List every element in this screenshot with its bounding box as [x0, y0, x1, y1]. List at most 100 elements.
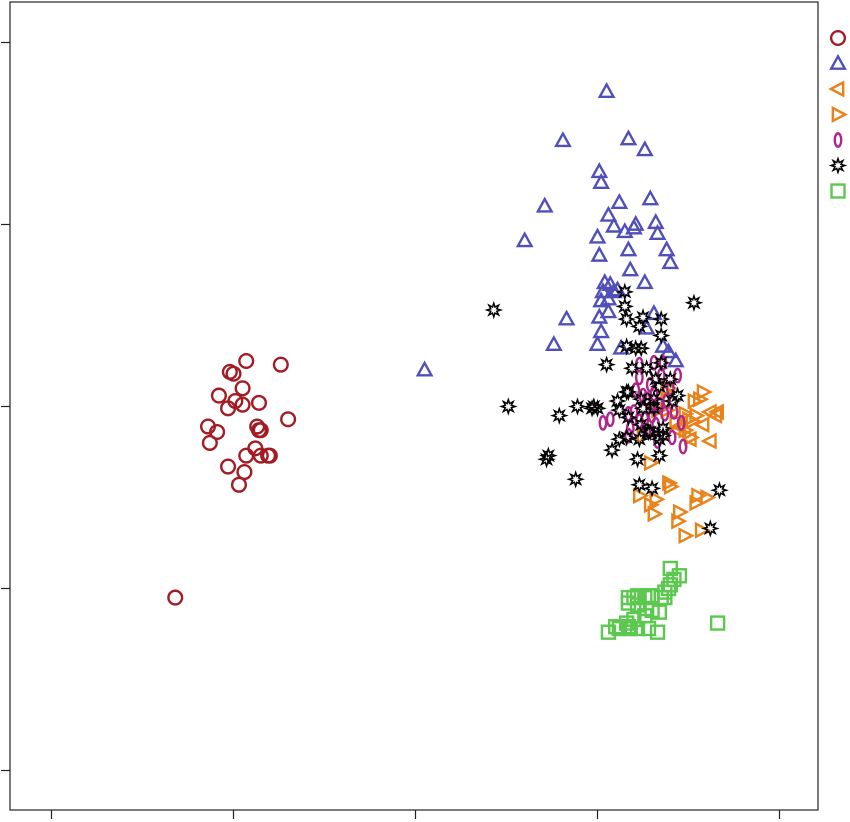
point-ellipse: [598, 415, 608, 431]
point-star: [630, 429, 649, 449]
point-star: [622, 358, 642, 378]
point-circle: [210, 387, 227, 404]
point-star: [615, 297, 635, 316]
point-square: [620, 619, 637, 635]
point-circle: [219, 458, 237, 475]
point-triangle-up: [621, 260, 640, 277]
point-star: [668, 386, 687, 405]
series-triangle-up: [415, 81, 685, 377]
point-ellipse: [634, 369, 644, 386]
point-triangle-up: [605, 216, 623, 233]
point-square: [600, 624, 617, 640]
point-ellipse: [678, 438, 688, 455]
data-points: [167, 81, 729, 640]
point-star: [568, 397, 587, 416]
point-star: [630, 317, 649, 336]
point-triangle-right: [671, 512, 688, 530]
point-circle: [260, 447, 277, 464]
point-circle: [167, 589, 184, 606]
point-star: [499, 397, 518, 416]
point-triangle-right: [673, 503, 690, 521]
point-star: [633, 399, 653, 418]
point-triangle-up: [588, 334, 607, 352]
point-ellipse: [605, 411, 615, 428]
legend-circle-icon: [829, 29, 847, 47]
point-triangle-up: [599, 205, 618, 222]
point-triangle-up: [659, 342, 678, 359]
point-star: [537, 449, 556, 469]
point-square: [640, 620, 657, 637]
point-circle: [234, 380, 251, 397]
point-triangle-left: [707, 403, 725, 421]
point-star: [650, 377, 669, 396]
point-triangle-up: [597, 81, 616, 99]
point-ellipse: [660, 405, 670, 422]
point-triangle-right: [691, 487, 708, 505]
point-circle: [250, 394, 268, 411]
point-triangle-up: [635, 273, 654, 290]
point-star: [617, 382, 636, 402]
point-star: [628, 449, 647, 469]
point-star: [615, 282, 635, 302]
point-star: [582, 399, 602, 418]
point-circle: [225, 365, 242, 382]
point-square: [611, 620, 628, 637]
legend-triangle-left-icon: [828, 80, 845, 98]
legend-triangle-up-icon: [829, 53, 847, 70]
point-star: [653, 419, 673, 438]
point-triangle-up: [590, 162, 609, 179]
point-circle: [236, 463, 253, 481]
point-square: [709, 615, 726, 631]
point-circle: [249, 418, 266, 435]
point-triangle-up: [557, 309, 576, 326]
point-star: [631, 338, 651, 358]
point-triangle-right: [662, 474, 679, 492]
series-circle: [167, 352, 297, 606]
point-square: [651, 604, 668, 620]
point-star: [644, 389, 664, 409]
point-triangle-right: [678, 405, 695, 423]
point-ellipse: [665, 380, 675, 397]
legend-triangle-right-icon: [831, 106, 848, 123]
point-star: [631, 389, 651, 409]
point-ellipse: [649, 354, 659, 371]
point-triangle-up: [605, 282, 623, 299]
point-triangle-right: [685, 412, 702, 430]
point-star: [684, 293, 704, 313]
point-star: [566, 470, 585, 489]
point-circle: [238, 447, 255, 464]
point-star: [701, 519, 720, 538]
legend-star-icon: [828, 156, 848, 175]
point-star: [710, 480, 729, 500]
point-star: [661, 369, 680, 389]
point-star: [651, 309, 671, 329]
legend-ellipse-icon: [833, 132, 843, 148]
point-triangle-left: [700, 403, 717, 421]
point-circle: [247, 440, 264, 457]
point-triangle-left: [693, 416, 710, 434]
point-star: [608, 391, 627, 411]
point-star: [630, 475, 649, 495]
point-star: [597, 355, 616, 374]
series-ellipse: [598, 354, 688, 455]
point-ellipse: [669, 404, 679, 420]
point-triangle-up: [661, 253, 680, 270]
point-triangle-right: [683, 428, 701, 446]
point-triangle-up: [626, 214, 645, 231]
point-circle: [209, 423, 226, 441]
point-star: [617, 309, 636, 329]
point-ellipse: [667, 429, 677, 446]
point-star: [549, 406, 569, 425]
point-triangle-up: [554, 131, 572, 148]
legend: [828, 29, 848, 199]
point-square: [620, 595, 637, 611]
point-triangle-up: [588, 227, 607, 244]
point-triangle-up: [592, 322, 611, 339]
point-triangle-up: [590, 307, 609, 324]
point-star: [617, 337, 636, 356]
series-star: [484, 282, 729, 538]
point-star: [602, 440, 622, 460]
point-triangle-right: [678, 527, 695, 545]
point-star: [588, 399, 607, 418]
point-triangle-up: [646, 212, 665, 230]
